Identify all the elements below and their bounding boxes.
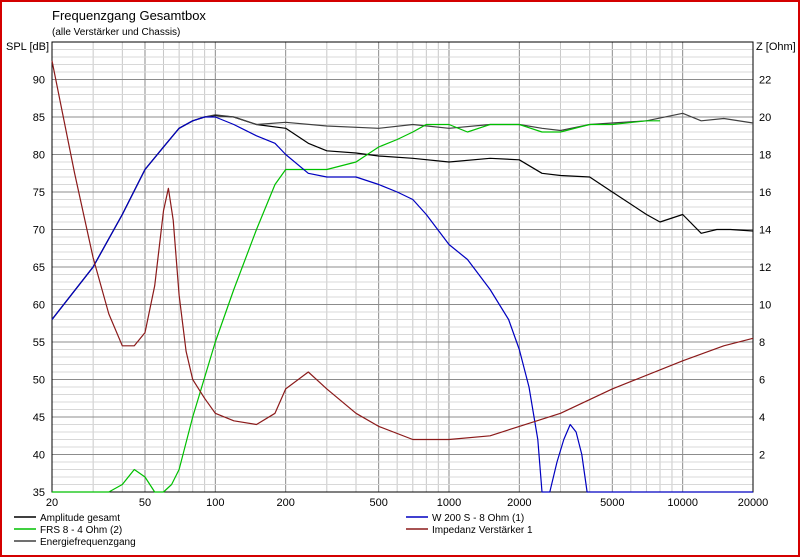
y-tick-label: 70 <box>33 225 45 237</box>
y-tick-label: 80 <box>33 150 45 162</box>
x-axis-ticks: 20 50 100 200 500 1000 2000 5000 10000 20000 <box>46 497 768 509</box>
y2-tick-label: 20 <box>759 112 771 124</box>
y-axis-label: SPL [dB] <box>6 41 49 53</box>
y-axis-ticks: 35 40 45 50 55 60 65 70 75 80 85 90 <box>33 75 45 500</box>
y-tick-label: 90 <box>33 75 45 87</box>
y2-tick-label: 8 <box>759 337 765 349</box>
y-tick-label: 65 <box>33 262 45 274</box>
legend-label: FRS 8 - 4 Ohm (2) <box>40 525 122 536</box>
y-tick-label: 50 <box>33 375 45 387</box>
legend-label: W 200 S - 8 Ohm (1) <box>432 513 524 524</box>
y-tick-label: 60 <box>33 300 45 312</box>
y2-tick-label: 16 <box>759 187 771 199</box>
y2-tick-label: 12 <box>759 262 771 274</box>
series-layer <box>51 60 754 493</box>
x-tick-label: 2000 <box>507 497 531 509</box>
x-tick-label: 50 <box>139 497 151 509</box>
x-tick-label: 500 <box>369 497 387 509</box>
x-tick-label: 10000 <box>667 497 698 509</box>
y-tick-label: 85 <box>33 112 45 124</box>
legend-label: Impedanz Verstärker 1 <box>432 525 533 536</box>
y2-tick-label: 4 <box>759 412 765 424</box>
series-line-1 <box>51 112 754 320</box>
series-line-4 <box>51 60 754 441</box>
y2-tick-label: 10 <box>759 300 771 312</box>
chart-subtitle: (alle Verstärker und Chassis) <box>52 27 180 38</box>
y-tick-label: 75 <box>33 187 45 199</box>
x-tick-label: 200 <box>276 497 294 509</box>
legend: Amplitude gesamt W 200 S - 8 Ohm (1) FRS 8… <box>14 513 533 548</box>
y-tick-label: 55 <box>33 337 45 349</box>
series-line-3 <box>51 116 753 493</box>
y2-tick-label: 18 <box>759 150 771 162</box>
y2-tick-label: 22 <box>759 75 771 87</box>
series-line-0 <box>51 114 754 320</box>
chart-title: Frequenzgang Gesamtbox <box>52 8 206 23</box>
legend-label: Amplitude gesamt <box>40 513 120 524</box>
y2-tick-label: 14 <box>759 225 771 237</box>
y-tick-label: 45 <box>33 412 45 424</box>
x-tick-label: 100 <box>206 497 224 509</box>
y2-tick-label: 6 <box>759 375 765 387</box>
series-line-2 <box>52 120 660 493</box>
x-tick-label: 20000 <box>738 497 769 509</box>
y2-axis-label: Z [Ohm] <box>756 41 796 53</box>
x-tick-label: 5000 <box>600 497 624 509</box>
y-tick-label: 35 <box>33 487 45 499</box>
x-tick-label: 20 <box>46 497 58 509</box>
y2-tick-label: 2 <box>759 450 765 462</box>
x-tick-label: 1000 <box>437 497 461 509</box>
y-tick-label: 40 <box>33 450 45 462</box>
y2-axis-ticks: 2 4 6 8 10 12 14 16 18 20 22 <box>759 75 771 462</box>
legend-label: Energiefrequenzgang <box>40 537 136 548</box>
plot-border <box>51 41 754 493</box>
grid <box>51 41 754 493</box>
